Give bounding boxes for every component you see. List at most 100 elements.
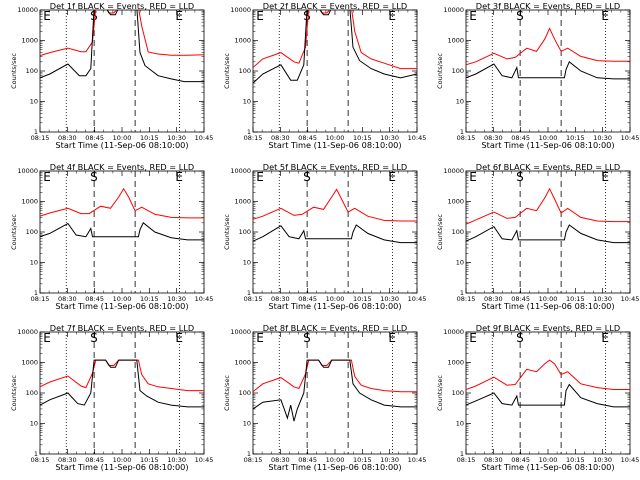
lld-series-line (40, 10, 204, 57)
y-tick-label: 10 (456, 420, 464, 428)
marker-letter: S (516, 9, 524, 23)
x-tick-label: 08:45 (298, 134, 317, 142)
marker-letter: S (90, 331, 98, 345)
y-tick-label: 10 (456, 259, 464, 267)
x-tick-label: 10:00 (539, 134, 558, 142)
marker-letter: E (175, 170, 183, 184)
marker-letter: S (516, 331, 524, 345)
x-tick-label: 10:00 (539, 295, 558, 303)
marker-letter: E (43, 170, 51, 184)
x-tick-label: 10:45 (408, 456, 427, 464)
y-tick-label: 100 (452, 67, 464, 75)
detector-panel-9: Det 9f BLACK = Events, RED = LLD 1 10 100 10… (436, 323, 639, 472)
y-tick-label: 1 (460, 289, 464, 297)
x-tick-label: 08:30 (271, 456, 290, 464)
y-axis-title: Counts/sec (436, 214, 444, 250)
x-tick-label: 10:15 (140, 456, 159, 464)
y-tick-label: 100 (26, 67, 38, 75)
x-tick-label: 08:30 (58, 134, 77, 142)
y-tick-label: 10 (30, 420, 38, 428)
marker-letter: E (256, 331, 264, 345)
x-tick-label: 08:15 (244, 456, 263, 464)
marker-letter: E (601, 331, 609, 345)
marker-letter: E (601, 9, 609, 23)
y-tick-label: 1 (247, 450, 251, 458)
y-tick-label: 10000 (230, 328, 251, 336)
x-tick-label: 10:45 (195, 295, 214, 303)
events-series-line (40, 359, 204, 408)
x-tick-label: 08:30 (484, 134, 503, 142)
x-tick-label: 08:45 (298, 456, 317, 464)
y-tick-label: 10000 (230, 167, 251, 175)
y-tick-label: 100 (239, 228, 251, 236)
x-tick-label: 08:30 (484, 456, 503, 464)
y-tick-label: 10 (243, 420, 251, 428)
x-tick-label: 08:15 (244, 295, 263, 303)
y-tick-label: 10000 (230, 6, 251, 14)
marker-letter: E (43, 9, 51, 23)
x-axis-title: Start Time (11-Sep-06 08:10:00) (268, 140, 401, 150)
x-tick-label: 10:30 (167, 456, 186, 464)
x-tick-label: 08:15 (457, 295, 476, 303)
x-tick-label: 08:15 (31, 456, 50, 464)
x-tick-label: 10:30 (380, 456, 399, 464)
panel-title: Det 3f BLACK = Events, RED = LLD (476, 1, 620, 11)
x-tick-label: 08:30 (271, 134, 290, 142)
x-tick-label: 10:30 (380, 295, 399, 303)
detector-panel-5: Det 5f BLACK = Events, RED = LLD 1 10 100 10… (223, 162, 426, 311)
x-tick-label: 08:45 (511, 456, 530, 464)
panel-title: Det 9f BLACK = Events, RED = LLD (476, 323, 620, 333)
panel-title: Det 2f BLACK = Events, RED = LLD (263, 1, 407, 11)
y-axis-title: Counts/sec (223, 214, 231, 250)
marker-letter: S (516, 170, 524, 184)
x-tick-label: 10:15 (566, 456, 585, 464)
y-tick-label: 10000 (17, 6, 38, 14)
x-tick-label: 08:45 (511, 134, 530, 142)
events-series-line (40, 222, 204, 241)
x-axis-title: Start Time (11-Sep-06 08:10:00) (481, 462, 614, 472)
x-tick-label: 10:15 (140, 295, 159, 303)
y-tick-label: 1000 (447, 359, 464, 367)
marker-letter: E (175, 9, 183, 23)
lld-series-line (253, 188, 417, 222)
x-tick-label: 10:45 (408, 295, 427, 303)
lld-series-line (253, 359, 417, 393)
detector-panel-7: Det 7f BLACK = Events, RED = LLD 1 10 100 10… (10, 323, 213, 472)
marker-letter: E (388, 9, 396, 23)
x-tick-label: 08:45 (85, 456, 104, 464)
detector-panel-8: Det 8f BLACK = Events, RED = LLD 1 10 100 10… (223, 323, 426, 472)
marker-letter: E (469, 331, 477, 345)
x-tick-label: 10:45 (195, 134, 214, 142)
x-tick-label: 08:15 (457, 134, 476, 142)
panel-title: Det 6f BLACK = Events, RED = LLD (476, 162, 620, 172)
x-tick-label: 10:30 (380, 134, 399, 142)
x-tick-label: 08:15 (244, 134, 263, 142)
x-axis-title: Start Time (11-Sep-06 08:10:00) (55, 462, 188, 472)
panel-title: Det 8f BLACK = Events, RED = LLD (263, 323, 407, 333)
x-tick-label: 10:45 (621, 295, 640, 303)
events-series-line (253, 359, 417, 422)
detector-panel-2: Det 2f BLACK = Events, RED = LLD 1 10 100 10… (223, 1, 426, 150)
x-tick-label: 10:00 (326, 134, 345, 142)
x-tick-label: 10:00 (539, 456, 558, 464)
y-tick-label: 1 (34, 128, 38, 136)
x-tick-label: 10:15 (353, 134, 372, 142)
detector-panel-6: Det 6f BLACK = Events, RED = LLD 1 10 100 10… (436, 162, 639, 311)
x-tick-label: 10:30 (593, 456, 612, 464)
marker-letter: E (469, 9, 477, 23)
y-axis-title: Counts/sec (223, 375, 231, 411)
x-axis-title: Start Time (11-Sep-06 08:10:00) (481, 301, 614, 311)
marker-letter: E (469, 170, 477, 184)
panel-title: Det 5f BLACK = Events, RED = LLD (263, 162, 407, 172)
x-tick-label: 08:45 (85, 295, 104, 303)
x-tick-label: 10:30 (167, 134, 186, 142)
y-tick-label: 1 (460, 128, 464, 136)
y-tick-label: 10 (30, 98, 38, 106)
x-tick-label: 08:15 (31, 134, 50, 142)
marker-letter: E (601, 170, 609, 184)
x-axis-title: Start Time (11-Sep-06 08:10:00) (268, 301, 401, 311)
marker-letter: E (256, 170, 264, 184)
y-tick-label: 1000 (234, 37, 251, 45)
x-axis-title: Start Time (11-Sep-06 08:10:00) (481, 140, 614, 150)
